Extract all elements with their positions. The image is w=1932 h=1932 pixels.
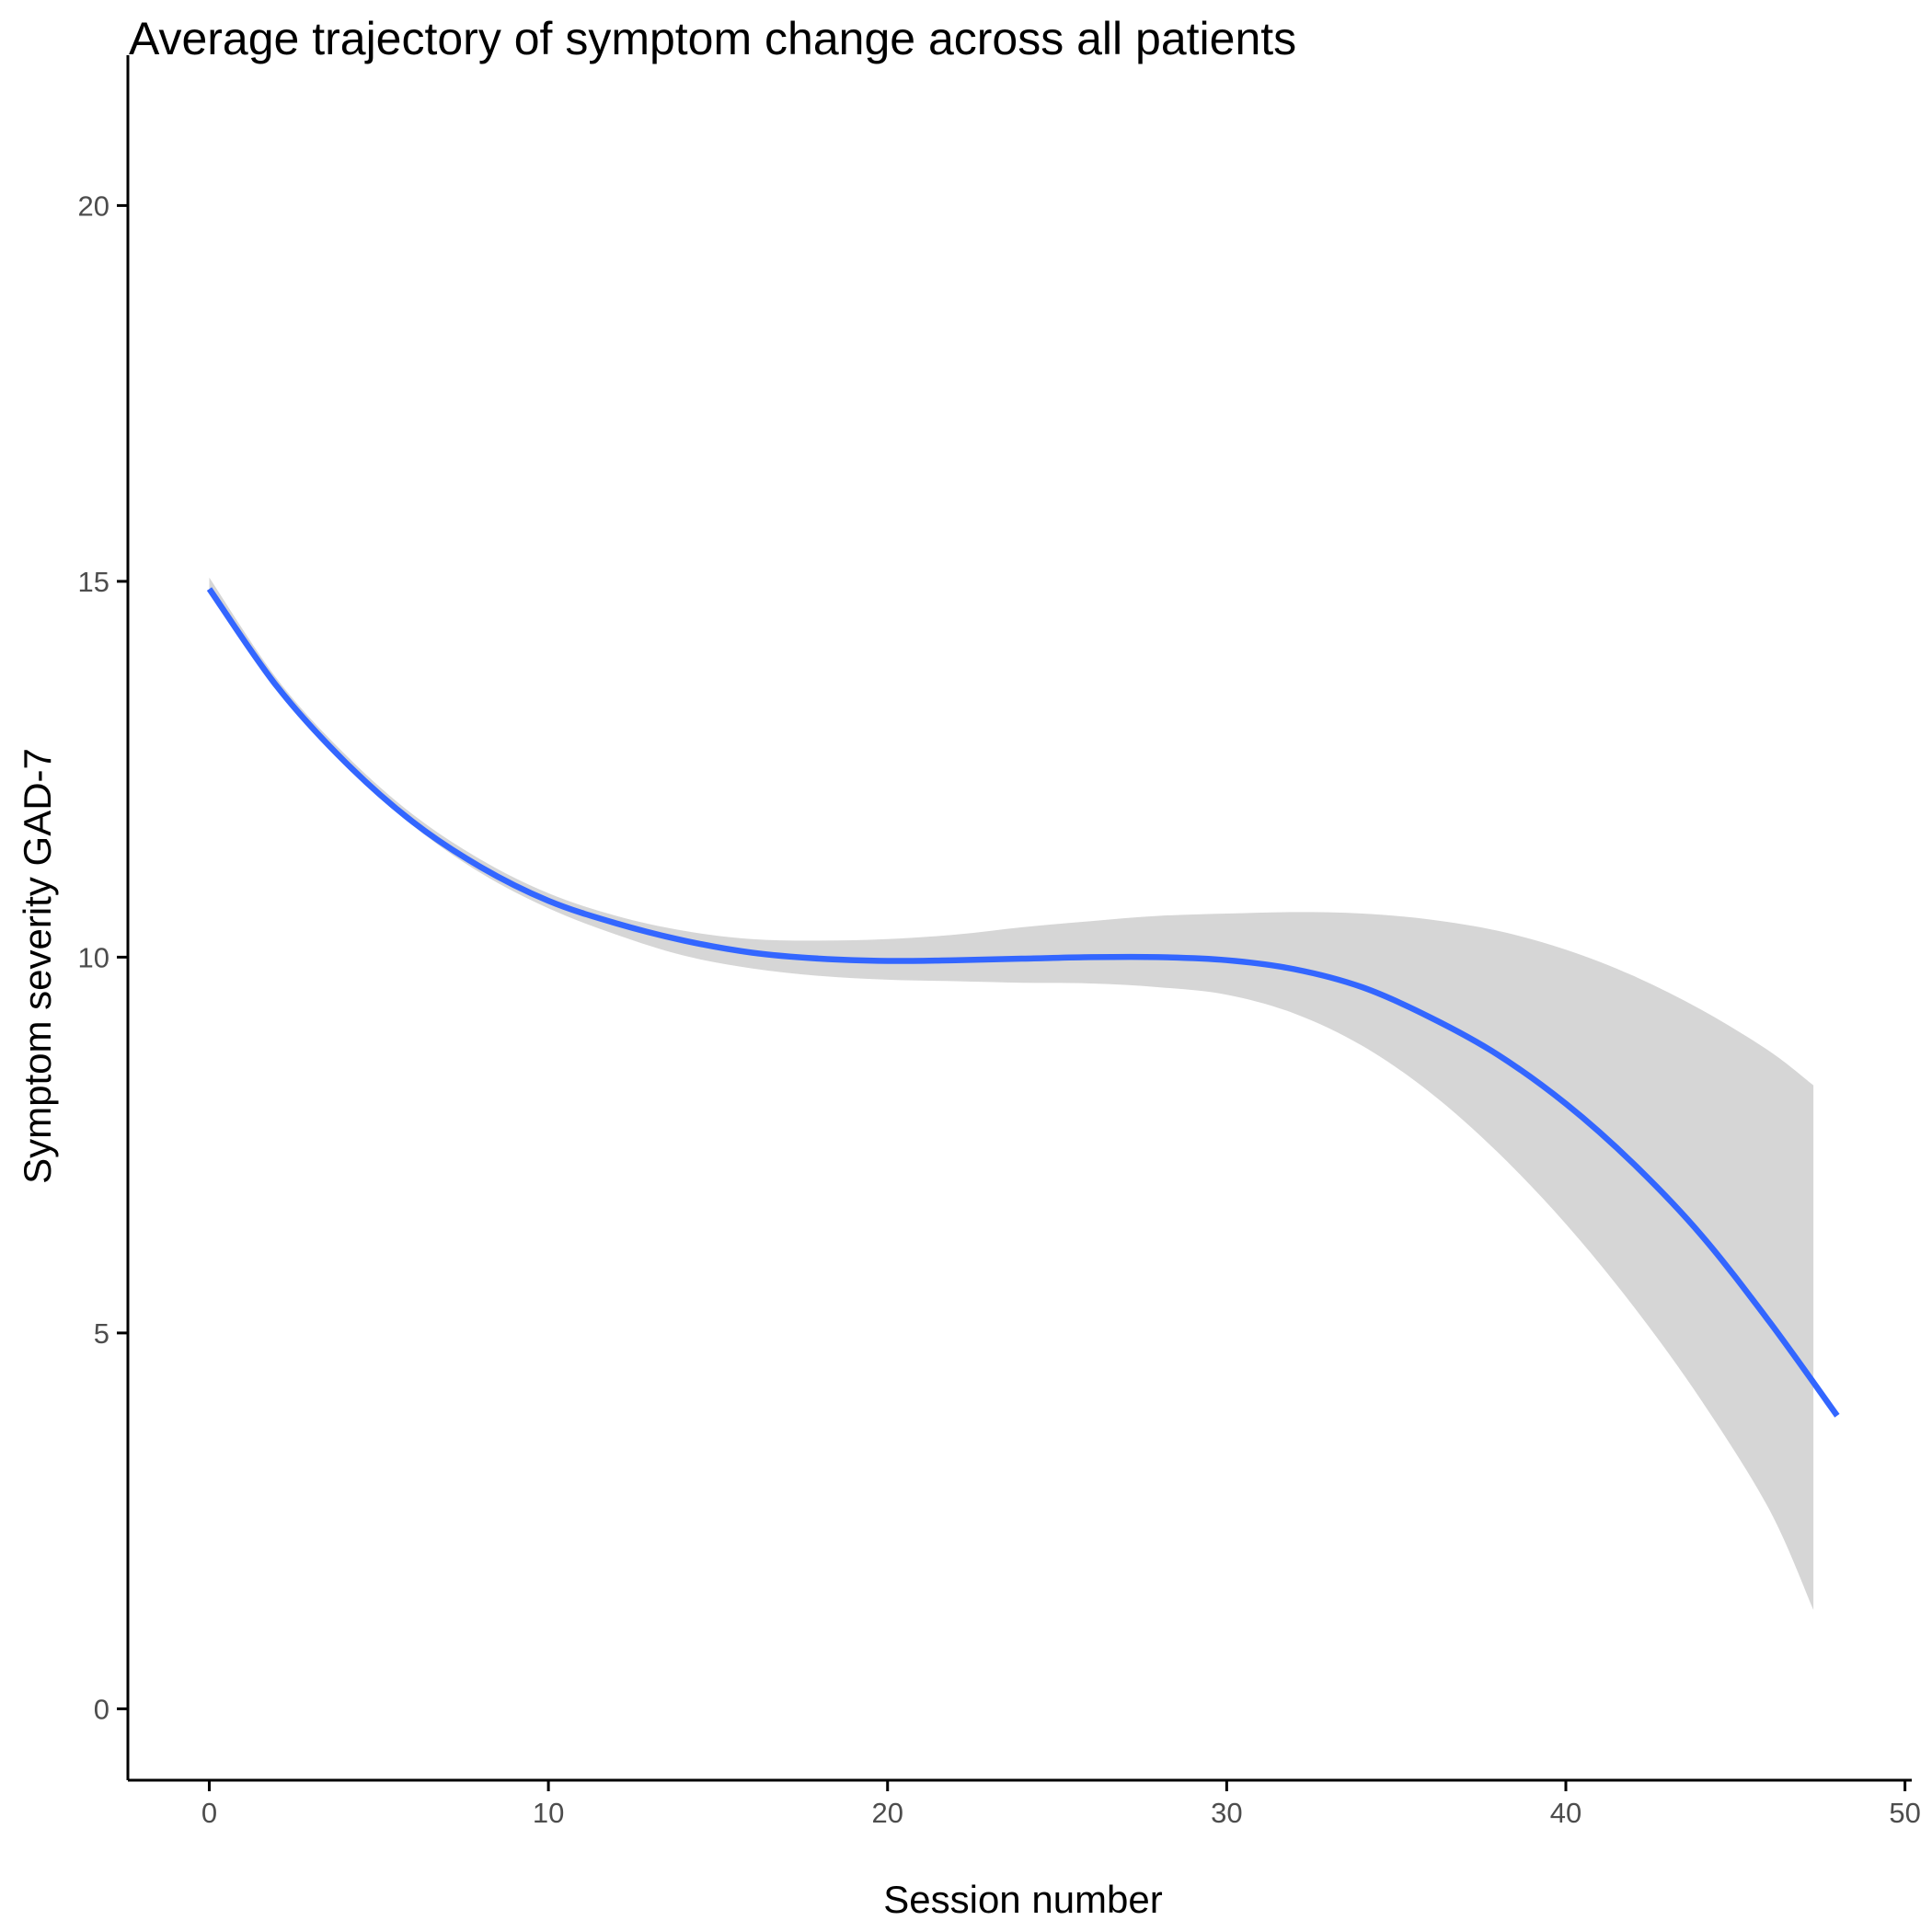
y-tick-label: 0	[94, 1693, 109, 1725]
x-tick-label: 0	[201, 1797, 217, 1829]
y-tick-label: 10	[78, 941, 109, 973]
confidence-ribbon	[209, 577, 1814, 1610]
y-tick-label: 5	[94, 1317, 109, 1350]
x-tick-label: 10	[533, 1797, 564, 1829]
x-tick-label: 50	[1889, 1797, 1920, 1829]
x-tick-label: 20	[871, 1797, 903, 1829]
x-tick-label: 40	[1550, 1797, 1581, 1829]
y-tick-label: 15	[78, 566, 109, 598]
x-axis-title: Session number	[883, 1878, 1163, 1921]
x-tick-label: 30	[1211, 1797, 1242, 1829]
trend-line	[206, 587, 1840, 1418]
axes: 0 10 20 30 40 50 0 5 10 15 20	[78, 55, 1921, 1829]
y-tick-label: 20	[78, 190, 109, 222]
y-axis-title: Symptom severity GAD-7	[16, 748, 59, 1184]
chart-title: Average trajectory of symptom change acr…	[129, 13, 1296, 64]
plot-area	[206, 577, 1840, 1610]
